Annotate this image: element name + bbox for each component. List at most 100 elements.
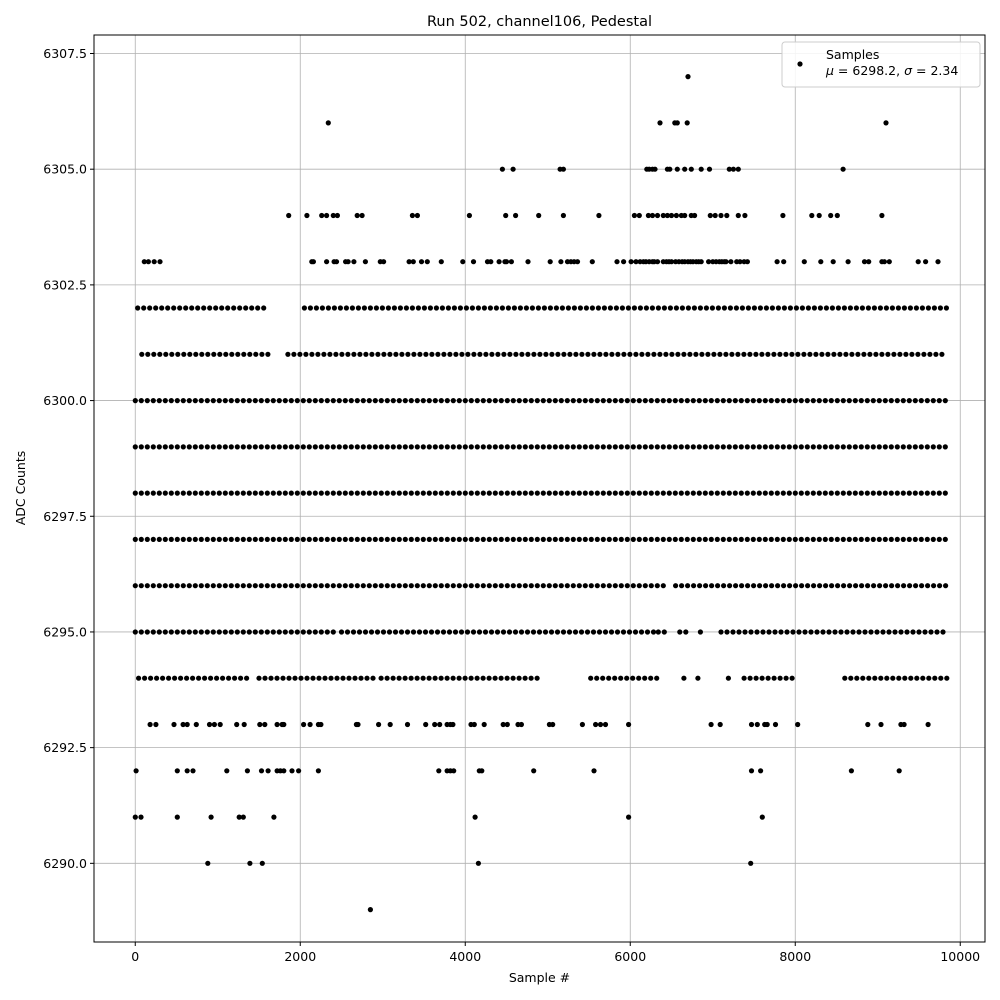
data-point <box>336 490 342 496</box>
data-point <box>654 212 661 219</box>
data-point <box>210 398 216 404</box>
data-point <box>450 444 456 450</box>
data-point <box>721 583 727 589</box>
data-point <box>702 490 708 496</box>
data-point <box>600 490 606 496</box>
data-point <box>318 629 324 635</box>
data-point <box>715 583 721 589</box>
data-point <box>677 629 683 635</box>
data-point <box>362 629 369 635</box>
data-point <box>558 583 564 589</box>
data-point <box>294 490 300 496</box>
data-point <box>306 583 312 589</box>
data-point <box>793 305 800 311</box>
data-point <box>597 721 604 728</box>
data-point <box>488 629 495 635</box>
data-point <box>602 629 609 635</box>
data-point <box>216 536 222 543</box>
data-point <box>900 444 906 450</box>
data-point <box>882 536 888 543</box>
data-point <box>920 675 926 681</box>
data-point <box>451 768 457 774</box>
data-point <box>845 259 851 265</box>
data-point <box>324 259 330 265</box>
data-point <box>202 675 208 681</box>
data-point <box>685 583 691 589</box>
data-point <box>541 305 548 311</box>
data-point <box>649 212 656 219</box>
data-point <box>753 351 759 357</box>
data-point <box>186 490 192 496</box>
data-point <box>744 490 750 496</box>
data-point <box>445 305 451 311</box>
data-point <box>673 583 679 589</box>
data-point <box>882 490 888 496</box>
data-point <box>873 351 879 357</box>
data-point <box>426 583 432 589</box>
data-point <box>136 675 142 681</box>
data-point <box>796 629 802 635</box>
data-point <box>906 536 912 543</box>
data-point <box>613 305 620 311</box>
data-point <box>306 444 312 450</box>
data-point <box>888 490 894 496</box>
data-point <box>691 583 697 589</box>
data-point <box>534 444 540 450</box>
data-point <box>318 536 324 543</box>
data-point <box>474 490 480 496</box>
data-point <box>828 212 834 219</box>
data-point <box>166 675 172 681</box>
data-point <box>438 444 444 450</box>
data-point <box>630 444 636 450</box>
data-point <box>747 675 753 681</box>
data-point <box>816 398 822 404</box>
data-point <box>471 351 477 357</box>
data-point <box>348 536 354 543</box>
data-point <box>692 212 698 219</box>
data-point <box>724 212 730 219</box>
data-point <box>138 398 144 404</box>
data-point <box>147 721 153 728</box>
data-point <box>396 583 402 589</box>
data-point <box>357 351 363 357</box>
data-point <box>475 305 481 311</box>
data-point <box>409 305 415 311</box>
data-point <box>462 398 468 404</box>
data-point <box>835 305 842 311</box>
data-point <box>258 629 264 635</box>
data-point <box>309 351 315 357</box>
data-point <box>594 536 600 543</box>
data-point <box>781 583 787 589</box>
data-point <box>870 444 876 450</box>
data-point <box>582 444 588 450</box>
data-point <box>444 675 450 681</box>
data-point <box>885 351 891 357</box>
data-point <box>249 305 255 311</box>
data-point <box>798 536 804 543</box>
data-point <box>163 351 169 357</box>
data-point <box>709 305 716 311</box>
data-point <box>513 212 519 219</box>
data-point <box>268 675 274 681</box>
data-point <box>480 536 486 543</box>
data-point <box>879 212 885 219</box>
data-point <box>300 536 306 543</box>
data-point <box>657 120 663 126</box>
data-point <box>144 490 150 496</box>
data-point <box>402 536 408 543</box>
data-point <box>618 536 624 543</box>
data-point <box>548 629 555 635</box>
data-point <box>316 675 322 681</box>
data-point <box>918 444 924 450</box>
data-point <box>906 398 912 404</box>
data-point <box>408 490 414 496</box>
data-point <box>829 583 835 589</box>
data-point <box>768 490 774 496</box>
data-point <box>319 305 325 311</box>
data-point <box>628 259 634 265</box>
data-point <box>579 721 586 728</box>
data-point <box>205 860 211 866</box>
data-point <box>678 398 684 404</box>
data-point <box>942 398 948 404</box>
data-point <box>823 583 829 589</box>
